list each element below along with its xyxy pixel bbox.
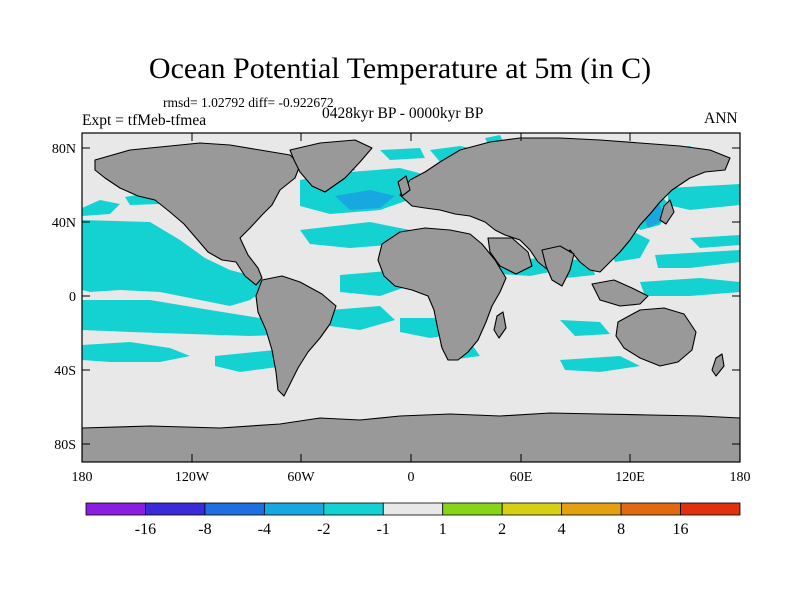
lon-tick-label: 0 — [408, 470, 415, 485]
south-america — [255, 275, 337, 397]
british-isles — [397, 175, 411, 197]
colorbar-label: 1 — [439, 521, 447, 538]
maritime-continent — [591, 279, 649, 307]
australia — [615, 307, 697, 367]
arabia — [487, 237, 533, 275]
lon-tick-label: 120E — [615, 470, 645, 485]
lon-tick-label: 60W — [287, 470, 315, 485]
lon-tick-label: 120W — [175, 470, 210, 485]
lat-tick-label: 80S — [54, 438, 76, 453]
colorbar-swatch — [204, 502, 265, 516]
north-america — [94, 142, 301, 286]
experiment-label: Expt = tfMeb-tfmea — [82, 112, 207, 129]
lon-tick-label: 180 — [72, 470, 93, 485]
colorbar-label: -1 — [377, 521, 390, 538]
colorbar-swatch — [680, 502, 741, 516]
antarctica — [82, 412, 740, 462]
lon-tick-label: 60E — [510, 470, 533, 485]
land-masses — [82, 137, 740, 462]
africa — [377, 227, 507, 361]
japan — [659, 199, 675, 225]
greenland — [289, 139, 373, 193]
lat-tick-label: 0 — [69, 290, 76, 305]
latitude-axis — [82, 147, 740, 445]
colorbar-label: -4 — [258, 521, 271, 538]
colorbar-swatch — [442, 502, 503, 516]
colorbar-swatch — [620, 502, 681, 516]
longitude-axis — [81, 133, 741, 462]
season-label: ANN — [704, 110, 738, 127]
colorbar-swatch — [85, 502, 146, 516]
colorbar-swatch — [561, 502, 622, 516]
colorbar-swatch — [323, 502, 384, 516]
lat-tick-label: 80N — [52, 142, 76, 157]
india — [541, 245, 575, 287]
colorbar-label: -16 — [135, 521, 156, 538]
lat-tick-label: 40N — [52, 216, 76, 231]
lon-tick-label: 180 — [730, 470, 751, 485]
madagascar — [493, 311, 507, 339]
colorbar-swatch — [501, 502, 563, 516]
colorbar-label: -8 — [198, 521, 211, 538]
colorbar-label: 4 — [558, 521, 566, 538]
colorbar-label: 2 — [498, 521, 506, 538]
period-label: 0428kyr BP - 0000kyr BP — [322, 105, 484, 122]
colorbar-swatch — [145, 502, 206, 516]
map-title: Ocean Potential Temperature at 5m (in C) — [148, 52, 652, 85]
colorbar-label: 8 — [617, 521, 625, 538]
new-zealand — [711, 353, 725, 377]
colorbar-label: -2 — [317, 521, 330, 538]
eurasia — [399, 137, 731, 273]
stats-label: rmsd= 1.02792 diff= -0.922672 — [163, 95, 334, 110]
colorbar-swatch — [263, 502, 325, 516]
colorbar — [85, 502, 741, 516]
colorbar-swatch — [382, 502, 444, 516]
lat-tick-label: 40S — [54, 364, 76, 379]
colorbar-label: 16 — [673, 521, 689, 538]
